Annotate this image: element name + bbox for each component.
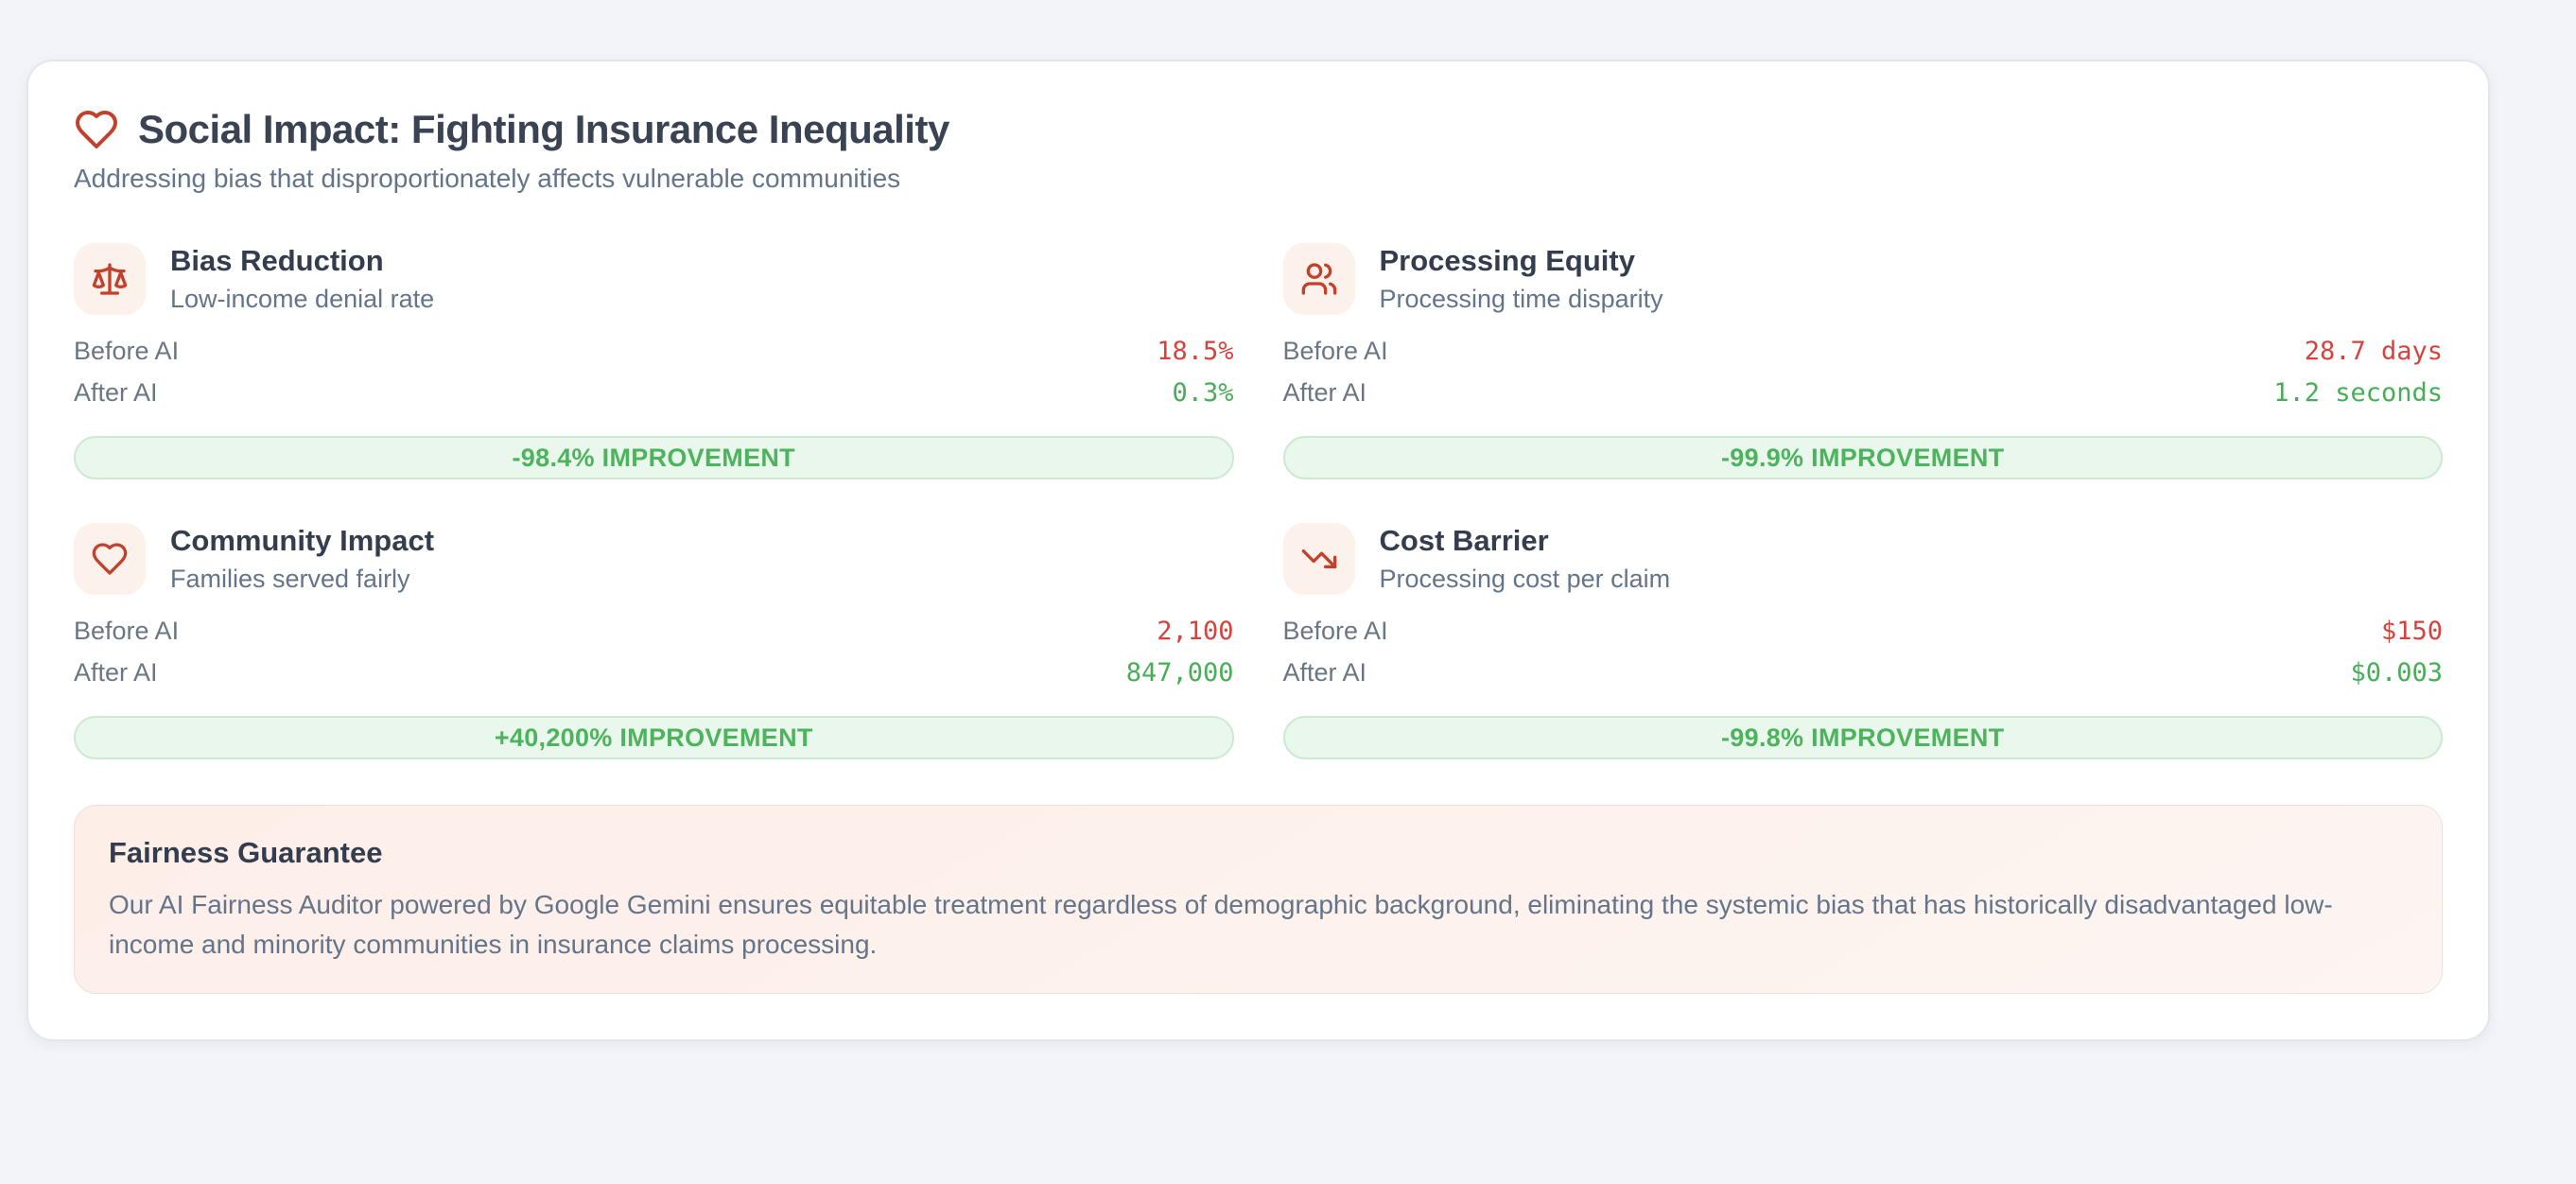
card-header: Social Impact: Fighting Insurance Inequa… [74,105,2443,154]
before-ai-label: Before AI [74,336,180,365]
after-ai-value: 0.3% [1172,377,1234,408]
social-impact-card: Social Impact: Fighting Insurance Inequa… [26,60,2490,1041]
metric-community-impact: Community Impact Families served fairly … [74,523,1234,759]
after-ai-value: 1.2 seconds [2273,377,2443,408]
metric-subtitle: Low-income denial rate [170,285,435,313]
metric-title: Processing Equity [1379,244,1635,277]
after-ai-label: After AI [74,377,158,407]
fairness-guarantee-body: Our AI Fairness Auditor powered by Googl… [109,890,2333,959]
users-icon [1282,243,1355,315]
metric-processing-equity: Processing Equity Processing time dispar… [1282,243,2444,479]
trending-down-icon [1282,523,1355,595]
page-subtitle: Addressing bias that disproportionately … [74,164,901,193]
page-title: Social Impact: Fighting Insurance Inequa… [138,107,949,151]
after-ai-row: After AI 1.2 seconds [1283,372,2444,413]
metric-header: Community Impact Families served fairly [74,523,1234,595]
metric-bias-reduction: Bias Reduction Low-income denial rate Be… [74,243,1234,479]
after-ai-label: After AI [74,657,158,687]
metric-header: Cost Barrier Processing cost per claim [1282,523,2444,595]
before-ai-row: Before AI 28.7 days [1283,330,2444,372]
before-ai-label: Before AI [1282,336,1388,365]
heart-icon [74,523,146,595]
after-ai-row: After AI 0.3% [74,372,1234,413]
metric-rows: Before AI 18.5% After AI 0.3% [74,330,1234,413]
heart-icon [74,107,119,152]
metric-header: Bias Reduction Low-income denial rate [74,243,1234,315]
metric-rows: Before AI 28.7 days After AI 1.2 seconds [1283,330,2444,413]
before-ai-label: Before AI [1282,616,1388,645]
after-ai-value: $0.003 [2350,657,2443,688]
metric-subtitle: Families served fairly [170,565,410,593]
after-ai-label: After AI [1282,657,1367,687]
before-ai-row: Before AI $150 [1283,610,2444,652]
before-ai-label: Before AI [74,616,180,645]
fairness-guarantee-box: Fairness Guarantee Our AI Fairness Audit… [74,805,2443,994]
fairness-guarantee-title: Fairness Guarantee [109,836,383,869]
improvement-badge: -99.8% IMPROVEMENT [1282,716,2443,759]
before-ai-value: 18.5% [1157,336,1234,366]
metrics-grid: Bias Reduction Low-income denial rate Be… [74,243,2443,759]
before-ai-value: $150 [2380,616,2443,646]
improvement-badge: -98.4% IMPROVEMENT [74,436,1234,479]
improvement-badge: +40,200% IMPROVEMENT [74,716,1234,759]
metric-subtitle: Processing cost per claim [1379,565,1671,593]
improvement-badge: -99.9% IMPROVEMENT [1282,436,2443,479]
after-ai-label: After AI [1282,377,1367,407]
metric-rows: Before AI 2,100 After AI 847,000 [74,610,1234,693]
metric-title: Community Impact [170,524,435,557]
metric-title: Cost Barrier [1379,524,1549,557]
after-ai-value: 847,000 [1125,657,1234,688]
metric-header: Processing Equity Processing time dispar… [1282,243,2444,315]
metric-rows: Before AI $150 After AI $0.003 [1283,610,2444,693]
metric-subtitle: Processing time disparity [1379,285,1663,313]
before-ai-row: Before AI 18.5% [74,330,1234,372]
before-ai-value: 2,100 [1157,616,1234,646]
after-ai-row: After AI 847,000 [74,652,1234,693]
before-ai-value: 28.7 days [2304,336,2443,366]
metric-title: Bias Reduction [170,244,384,277]
scale-icon [74,243,146,315]
before-ai-row: Before AI 2,100 [74,610,1234,652]
metric-cost-barrier: Cost Barrier Processing cost per claim B… [1282,523,2444,759]
after-ai-row: After AI $0.003 [1283,652,2444,693]
